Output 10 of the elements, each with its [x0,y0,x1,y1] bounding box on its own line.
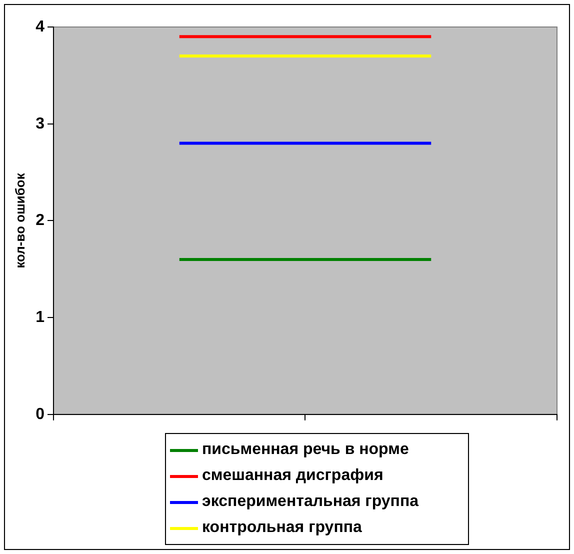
y-tick-label: 2 [36,212,45,230]
y-tick-label: 3 [36,115,45,132]
legend-label: смешанная дисграфия [202,467,384,485]
y-axis-title: кол-во ошибок [12,172,28,268]
legend-label: экспериментальная группа [202,493,419,511]
legend-label: письменная речь в норме [202,441,409,459]
legend-label: контрольная группа [202,519,362,537]
y-tick-label: 1 [36,308,45,326]
y-tick-label: 4 [36,18,45,36]
y-tick-label: 0 [36,406,45,423]
